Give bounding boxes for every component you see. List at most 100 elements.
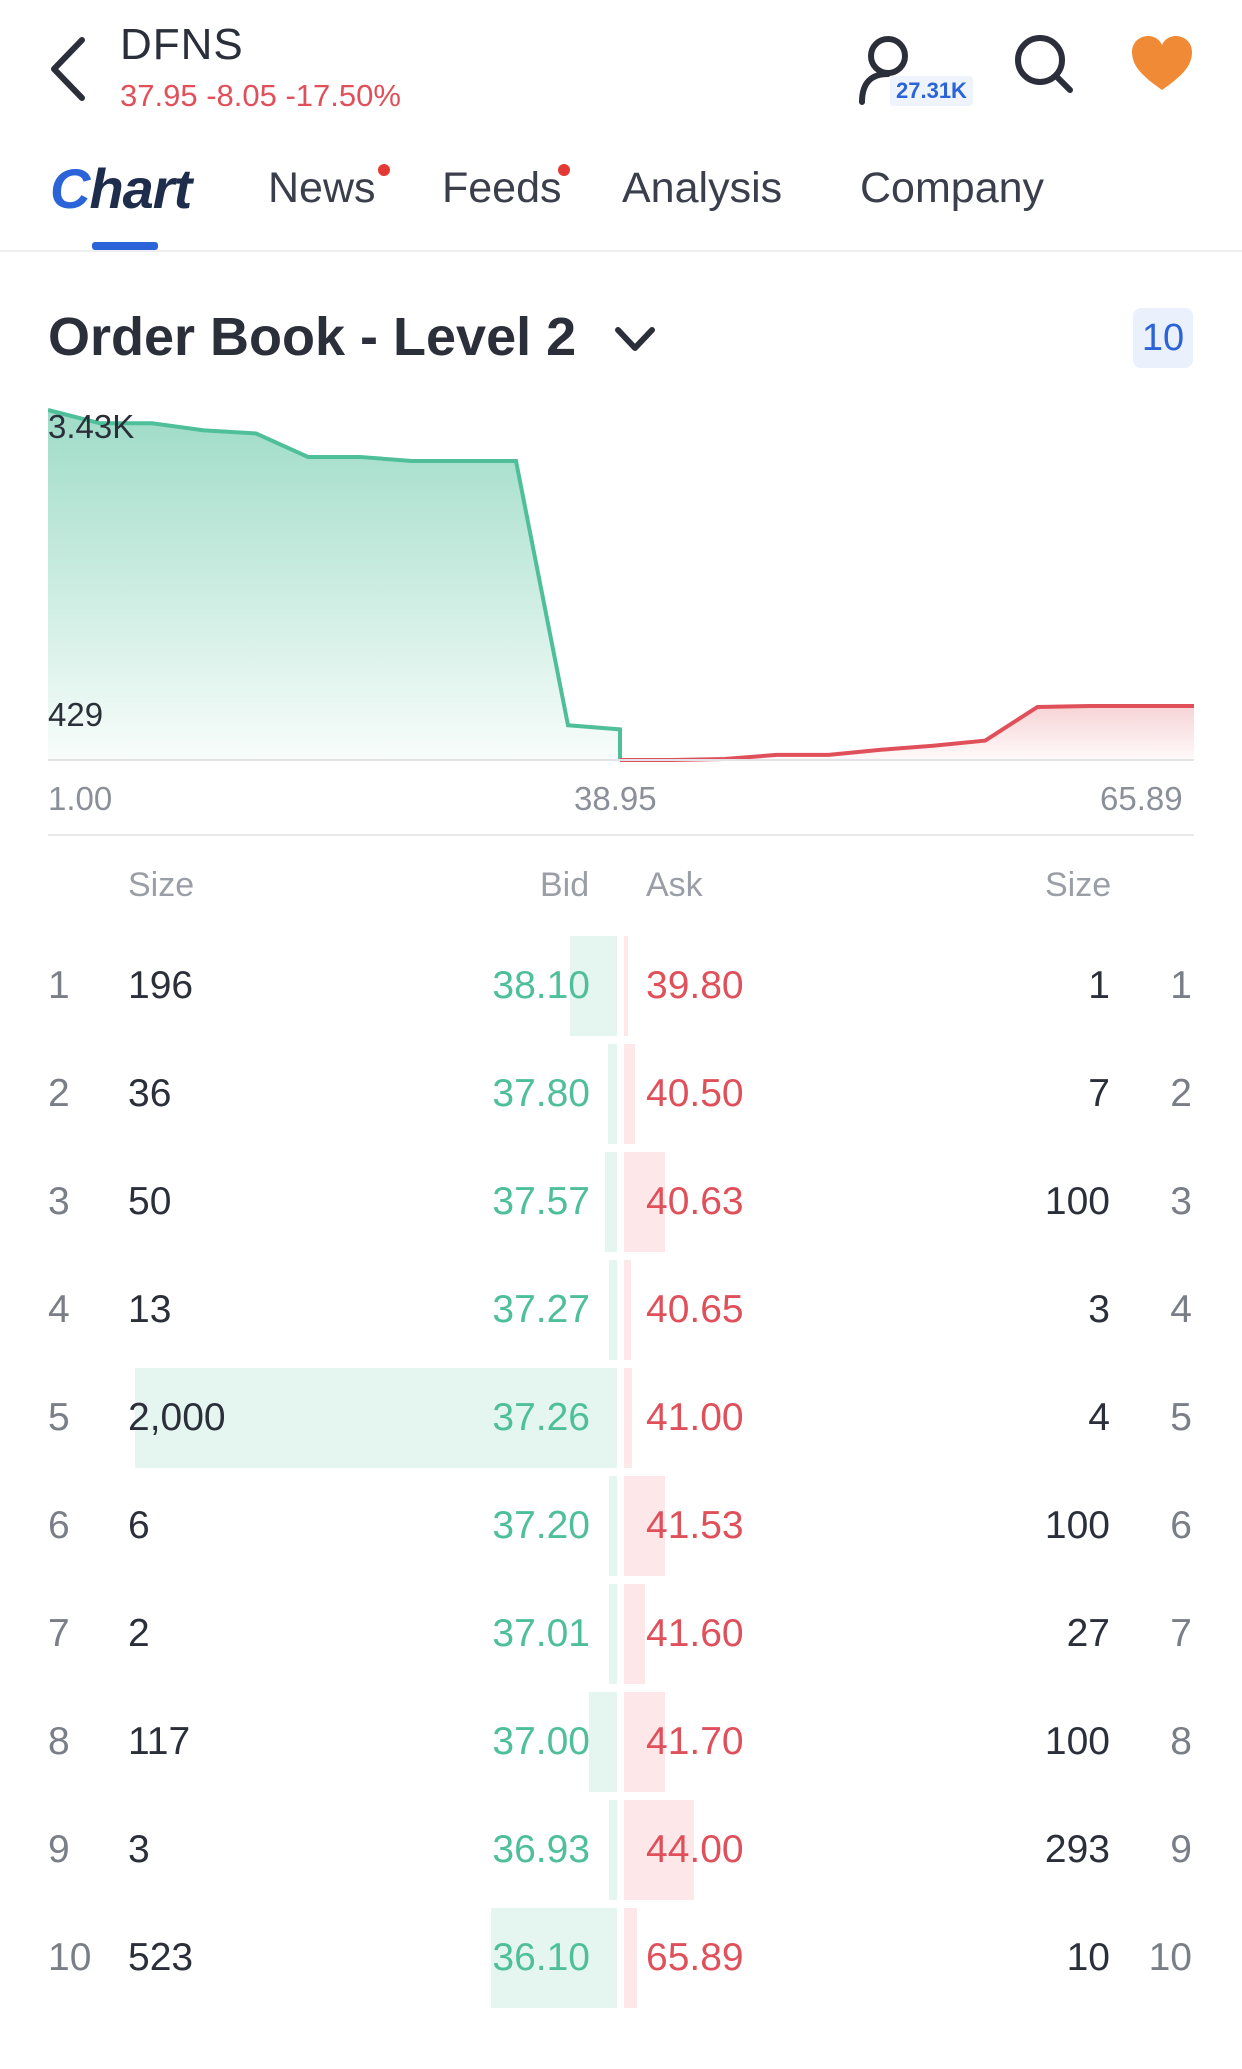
ask-price: 41.53 [646,1504,744,1547]
ask-size: 3 [1088,1288,1110,1331]
order-book-row[interactable]: 6 6 37.20 41.53 100 6 [0,1476,1242,1576]
bid-size: 13 [128,1288,172,1331]
bid-price: 38.10 [492,964,590,1007]
price-change: 37.95 -8.05 -17.50% [120,78,401,113]
depth-max-price: 65.89 [1100,780,1183,817]
bid-price: 37.00 [492,1720,590,1763]
ask-depth-area [620,706,1194,760]
feeds-unread-dot [558,164,570,176]
ask-size: 10 [1066,1936,1110,1979]
ask-price: 40.50 [646,1072,744,1115]
bid-volume-bar [609,1260,617,1360]
divider [48,834,1194,836]
bid-price: 37.01 [492,1612,590,1655]
ask-price: 40.65 [646,1288,744,1331]
ask-volume-bar [624,1584,646,1684]
bid-volume-bar [604,1152,617,1252]
bid-header: Bid [540,866,590,904]
depth-level-badge[interactable]: 10 [1133,308,1193,368]
tab-news[interactable]: News [268,164,376,212]
bid-size: 6 [128,1504,150,1547]
ask-header: Ask [646,866,703,904]
bid-volume-bar [588,1692,617,1792]
order-book-row[interactable]: 8 117 37.00 41.70 100 8 [0,1692,1242,1792]
ask-volume-bar [624,936,629,1036]
bid-volume-bar [135,1368,617,1468]
ask-size: 293 [1044,1828,1110,1871]
bid-size: 2,000 [128,1396,226,1439]
ticker-symbol: DFNS [120,20,244,69]
search-icon[interactable] [1012,32,1076,96]
order-book-row[interactable]: 3 50 37.57 40.63 100 3 [0,1152,1242,1252]
ask-rank: 10 [1148,1936,1192,1979]
depth-mid-volume: 429 [48,696,104,733]
ask-rank: 3 [1170,1180,1192,1223]
ask-price: 40.63 [646,1180,744,1223]
order-book-row[interactable]: 9 3 36.93 44.00 293 9 [0,1800,1242,1900]
bid-volume-bar [569,936,617,1036]
ask-rank: 1 [1170,964,1192,1007]
bid-depth-line [48,408,622,760]
bid-price: 37.57 [492,1180,590,1223]
depth-max-volume: 3.43K [48,408,135,445]
ask-volume-bar [624,1152,665,1252]
ask-rank: 7 [1170,1612,1192,1655]
tab-feeds[interactable]: Feeds [442,164,562,212]
ask-volume-bar [624,1368,633,1468]
bid-size: 196 [128,964,194,1007]
depth-min-price: 1.00 [48,780,113,817]
rank: 3 [48,1180,70,1223]
tab-chart[interactable]: Chart [50,157,192,220]
tab-analysis[interactable]: Analysis [622,164,783,212]
chevron-down-icon[interactable] [612,320,658,360]
bid-size: 50 [128,1180,172,1223]
user-icon[interactable] [850,30,980,110]
ask-price: 44.00 [646,1828,744,1871]
heart-icon[interactable] [1130,34,1194,94]
bid-price: 37.80 [492,1072,590,1115]
order-book-row[interactable]: 2 36 37.80 40.50 7 2 [0,1044,1242,1144]
ask-price: 41.60 [646,1612,744,1655]
ask-volume-bar [624,1044,635,1144]
ask-price: 41.00 [646,1396,744,1439]
rank: 7 [48,1612,70,1655]
ask-rank: 8 [1170,1720,1192,1763]
rank: 2 [48,1072,70,1115]
ask-size-header: Size [1045,866,1112,904]
order-book-title[interactable]: Order Book - Level 2 [48,307,577,367]
bid-price: 37.20 [492,1504,590,1547]
bid-volume-bar [608,1044,617,1144]
tab-bar: Chart News Feeds Analysis Company [0,150,1242,252]
ask-rank: 4 [1170,1288,1192,1331]
back-arrow-icon[interactable] [46,34,96,104]
bid-volume-bar [609,1584,617,1684]
rank: 8 [48,1720,70,1763]
rank: 6 [48,1504,70,1547]
bid-size: 3 [128,1828,150,1871]
rank: 4 [48,1288,70,1331]
ask-price: 65.89 [646,1936,744,1979]
rank: 9 [48,1828,70,1871]
bid-size: 36 [128,1072,172,1115]
bid-size: 117 [128,1720,191,1763]
bid-size: 523 [128,1936,194,1979]
rank: 10 [48,1936,92,1979]
order-book-row[interactable]: 10 523 36.10 65.89 10 10 [0,1908,1242,2008]
rank: 1 [48,964,70,1007]
ask-size: 4 [1088,1396,1110,1439]
depth-chart [48,408,1194,762]
order-book-row[interactable]: 1 196 38.10 39.80 1 1 [0,936,1242,1036]
ask-rank: 5 [1170,1396,1192,1439]
ask-volume-bar [624,1692,665,1792]
ask-rank: 9 [1170,1828,1192,1871]
order-book-row[interactable]: 4 13 37.27 40.65 3 4 [0,1260,1242,1360]
ask-size: 100 [1044,1720,1110,1763]
active-tab-indicator [92,242,158,250]
ask-price: 39.80 [646,964,744,1007]
order-book-row[interactable]: 7 2 37.01 41.60 27 7 [0,1584,1242,1684]
ask-size: 100 [1044,1504,1110,1547]
bid-depth-area [48,410,620,760]
bid-price: 36.10 [492,1936,590,1979]
order-book-row[interactable]: 5 2,000 37.26 41.00 4 5 [0,1368,1242,1468]
tab-company[interactable]: Company [860,164,1045,212]
